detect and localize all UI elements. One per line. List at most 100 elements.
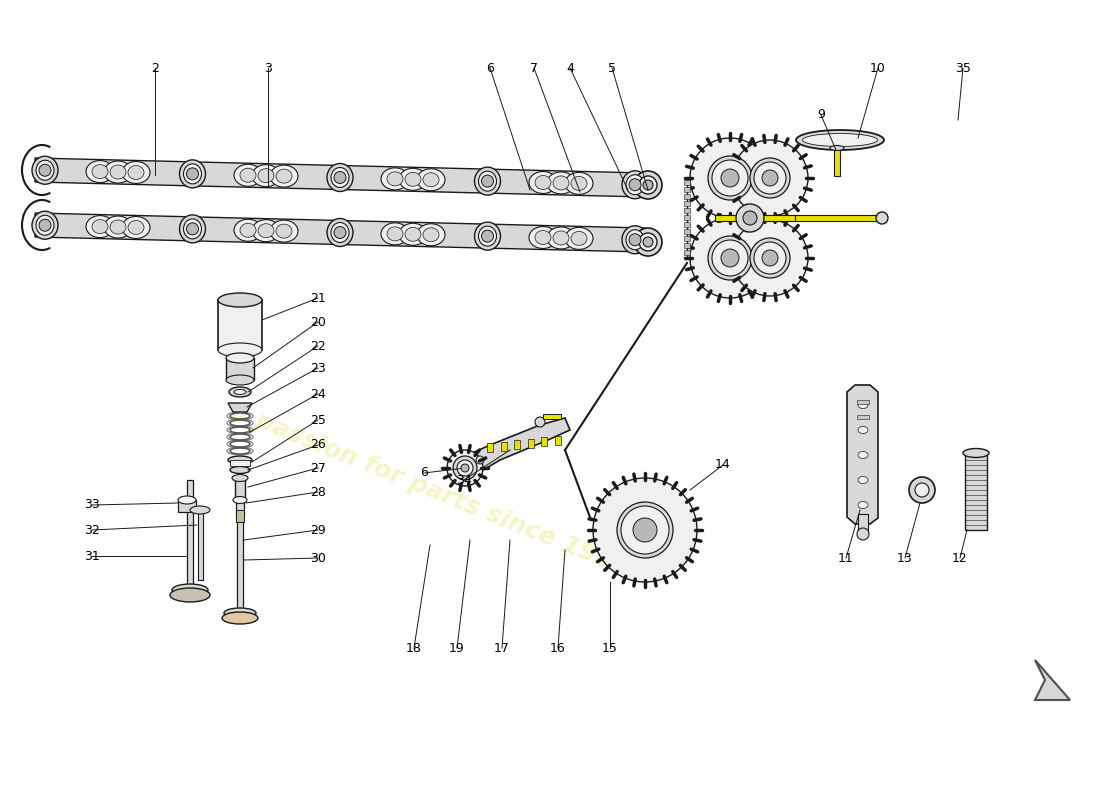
Circle shape: [732, 220, 808, 296]
Bar: [684, 243, 690, 248]
Ellipse shape: [803, 134, 878, 146]
Ellipse shape: [226, 353, 254, 363]
Text: 20: 20: [310, 315, 326, 329]
Circle shape: [708, 236, 752, 280]
Ellipse shape: [36, 215, 54, 235]
Text: 21: 21: [310, 291, 326, 305]
Circle shape: [736, 204, 764, 232]
Text: 5: 5: [608, 62, 616, 74]
Text: 27: 27: [310, 462, 326, 474]
Bar: [770, 222, 776, 227]
Ellipse shape: [634, 171, 662, 199]
Bar: [236, 500, 244, 516]
Circle shape: [708, 156, 752, 200]
Text: 25: 25: [310, 414, 326, 426]
Polygon shape: [228, 403, 252, 412]
Ellipse shape: [178, 496, 196, 504]
Ellipse shape: [122, 217, 150, 238]
Bar: [235, 478, 245, 498]
Ellipse shape: [547, 172, 575, 194]
Ellipse shape: [270, 165, 298, 187]
Ellipse shape: [529, 171, 557, 194]
Ellipse shape: [122, 162, 150, 183]
Bar: [500, 442, 507, 450]
Circle shape: [629, 514, 661, 546]
Ellipse shape: [565, 227, 593, 250]
Ellipse shape: [405, 227, 421, 242]
Ellipse shape: [86, 215, 114, 238]
Ellipse shape: [399, 223, 427, 246]
Bar: [541, 437, 548, 446]
Circle shape: [334, 226, 346, 238]
Bar: [770, 236, 776, 241]
Ellipse shape: [553, 231, 569, 245]
Ellipse shape: [858, 426, 868, 434]
Circle shape: [461, 464, 469, 472]
Bar: [236, 510, 244, 522]
Bar: [770, 229, 776, 234]
Text: 12: 12: [953, 551, 968, 565]
Ellipse shape: [32, 211, 58, 239]
Text: 34: 34: [456, 474, 472, 486]
Bar: [770, 194, 776, 199]
Ellipse shape: [128, 221, 144, 234]
Ellipse shape: [565, 172, 593, 194]
Circle shape: [720, 169, 739, 187]
Circle shape: [447, 450, 483, 486]
Bar: [543, 414, 561, 419]
Ellipse shape: [228, 456, 252, 464]
Ellipse shape: [252, 165, 280, 186]
Circle shape: [334, 171, 346, 183]
Bar: [770, 201, 776, 206]
Ellipse shape: [232, 474, 248, 482]
Polygon shape: [468, 418, 570, 472]
Bar: [684, 229, 690, 234]
Bar: [178, 500, 196, 512]
Bar: [684, 208, 690, 213]
Circle shape: [453, 456, 477, 480]
Circle shape: [720, 249, 739, 267]
Ellipse shape: [621, 170, 648, 198]
Ellipse shape: [218, 293, 262, 307]
Text: a passion for parts since 1985: a passion for parts since 1985: [228, 399, 631, 581]
Circle shape: [857, 528, 869, 540]
Polygon shape: [35, 213, 645, 252]
Bar: [230, 460, 250, 466]
Circle shape: [39, 219, 51, 231]
Text: 3: 3: [264, 62, 272, 74]
Circle shape: [187, 168, 198, 180]
Text: 15: 15: [602, 642, 618, 654]
Bar: [770, 208, 776, 213]
Circle shape: [456, 460, 473, 476]
Circle shape: [632, 518, 657, 542]
Ellipse shape: [258, 169, 274, 182]
Ellipse shape: [110, 165, 126, 179]
Circle shape: [915, 483, 930, 497]
Ellipse shape: [234, 390, 246, 394]
Ellipse shape: [381, 223, 409, 245]
Text: 14: 14: [715, 458, 730, 471]
Ellipse shape: [92, 165, 108, 178]
Circle shape: [754, 162, 786, 194]
Bar: [965, 455, 987, 530]
Circle shape: [593, 478, 697, 582]
Circle shape: [39, 164, 51, 176]
Text: 13: 13: [898, 551, 913, 565]
Ellipse shape: [387, 227, 403, 241]
Ellipse shape: [405, 172, 421, 186]
Text: 2: 2: [151, 62, 158, 74]
Text: 4: 4: [566, 62, 574, 74]
Ellipse shape: [327, 218, 353, 246]
Bar: [556, 435, 561, 445]
Ellipse shape: [240, 168, 256, 182]
Bar: [770, 250, 776, 255]
Ellipse shape: [331, 222, 349, 242]
Ellipse shape: [110, 220, 126, 234]
Circle shape: [482, 230, 494, 242]
Text: 23: 23: [310, 362, 326, 374]
Bar: [770, 187, 776, 192]
Bar: [198, 510, 204, 580]
Circle shape: [754, 242, 786, 274]
Circle shape: [690, 138, 770, 218]
Ellipse shape: [858, 502, 868, 509]
